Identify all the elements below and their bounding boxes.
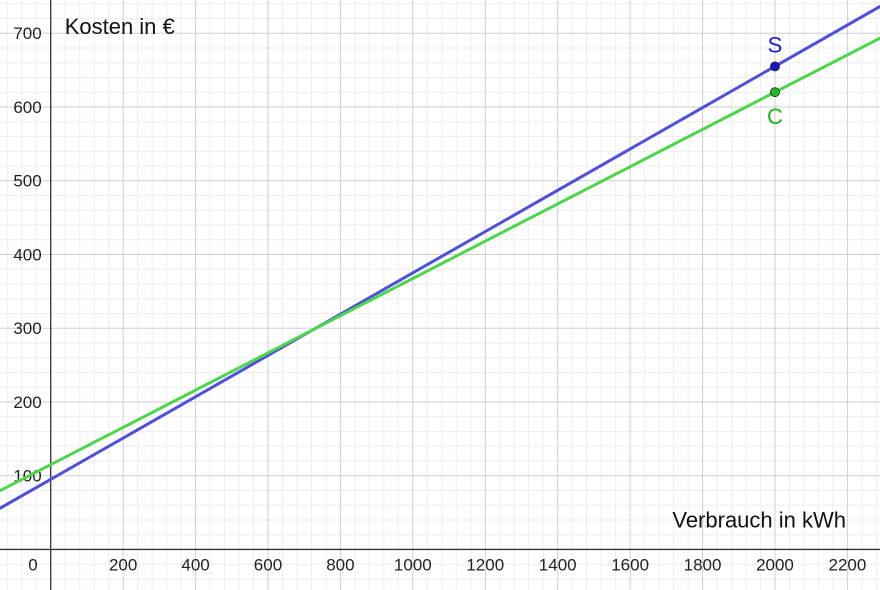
x-axis-title: Verbrauch in kWh — [672, 507, 846, 532]
y-tick-label: 400 — [13, 245, 41, 264]
y-axis-title: Kosten in € — [65, 14, 175, 39]
x-tick-label: 1200 — [466, 555, 504, 574]
series-line-c — [0, 36, 880, 493]
x-tick-label: 600 — [254, 555, 282, 574]
y-tick-label: 600 — [13, 98, 41, 117]
series-lines — [0, 4, 880, 510]
point-s — [770, 61, 780, 72]
y-tick-label: 300 — [13, 319, 41, 338]
series-points: SC — [767, 32, 783, 129]
series-line-s — [0, 4, 880, 510]
y-tick-label: 700 — [13, 24, 41, 43]
x-tick-label: 1800 — [684, 555, 722, 574]
x-tick-label: 200 — [109, 555, 137, 574]
y-tick-label: 500 — [13, 172, 41, 191]
point-label-s: S — [768, 32, 783, 57]
y-tick-label: 200 — [13, 393, 41, 412]
point-label-c: C — [767, 104, 783, 129]
x-tick-label: 1000 — [394, 555, 432, 574]
x-tick-label: 400 — [181, 555, 209, 574]
x-tick-label: 2200 — [828, 555, 866, 574]
x-tick-label: 1600 — [611, 555, 649, 574]
x-tick-label: 800 — [326, 555, 354, 574]
x-tick-label: 2000 — [756, 555, 794, 574]
y-tick-labels: 100200300400500600700 — [13, 24, 41, 486]
x-tick-label: 1400 — [539, 555, 577, 574]
x-tick-labels: 0 200 400 600 800 1000 1200 1400 1600 1800 2000 220… — [28, 555, 866, 574]
point-c — [770, 87, 780, 98]
x-tick-label: 0 — [28, 555, 37, 574]
